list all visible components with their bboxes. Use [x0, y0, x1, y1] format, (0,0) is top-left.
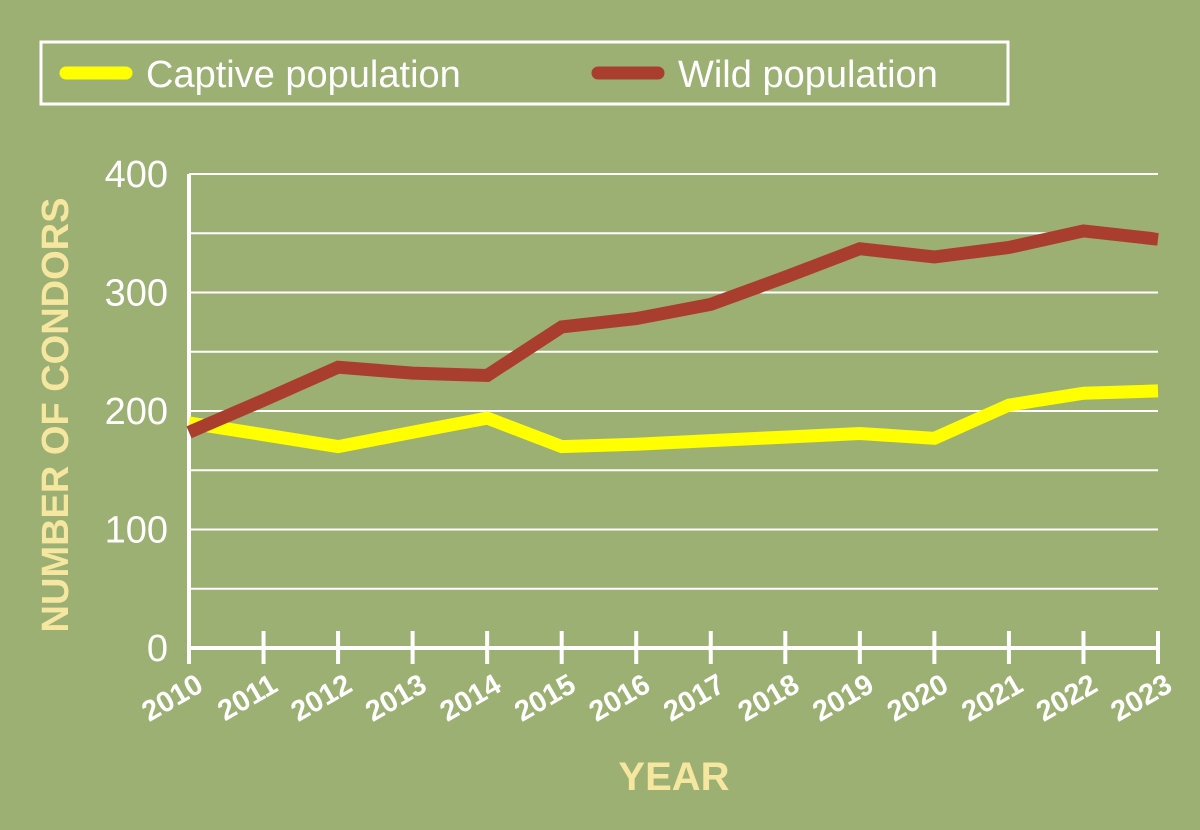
- series-line-wild: [186, 224, 1159, 439]
- x-tick-label: 2020: [882, 668, 954, 728]
- legend: Captive population Wild population: [39, 40, 1010, 106]
- axis-layer: [187, 174, 1160, 664]
- y-tick-label: 300: [105, 273, 168, 315]
- x-axis-title: YEAR: [618, 755, 729, 799]
- x-tick-label: 2011: [213, 668, 283, 727]
- y-tick-label: 0: [147, 628, 168, 670]
- y-tick-label: 200: [105, 391, 168, 433]
- x-tick-label: 2014: [435, 668, 507, 728]
- x-tick-label: 2018: [733, 668, 805, 728]
- x-tick-label: 2022: [1031, 668, 1103, 728]
- grid-layer: [189, 173, 1158, 590]
- x-tick-label: 2013: [360, 668, 432, 728]
- x-tick-label: 2010: [137, 668, 209, 728]
- x-tick-label: 2023: [1106, 668, 1178, 728]
- x-tick-label: 2017: [658, 668, 730, 728]
- y-axis-title: NUMBER OF CONDORS: [35, 198, 77, 633]
- x-tick-label: 2015: [509, 668, 581, 728]
- x-tick-label: 2019: [807, 668, 879, 728]
- x-tick-label: 2016: [584, 668, 656, 728]
- legend-box: [39, 40, 1010, 106]
- series-line-captive: [187, 384, 1159, 454]
- x-tick-label: 2012: [286, 668, 358, 728]
- legend-label-wild: Wild population: [678, 54, 938, 96]
- y-tick-label: 400: [105, 154, 168, 196]
- legend-label-captive: Captive population: [146, 54, 461, 96]
- x-tick-label: 2021: [957, 668, 1029, 728]
- y-tick-label: 100: [105, 510, 168, 552]
- series-layer: [186, 224, 1159, 454]
